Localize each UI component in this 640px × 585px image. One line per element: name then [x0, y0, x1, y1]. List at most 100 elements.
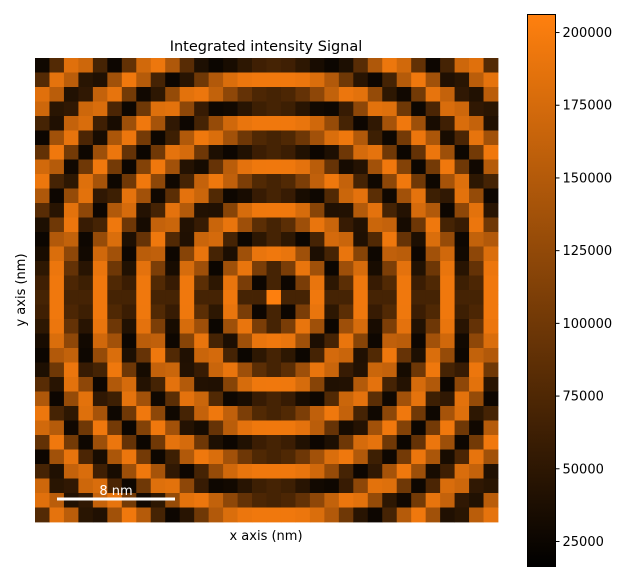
heatmap-cell — [425, 130, 441, 146]
heatmap-cell — [107, 275, 123, 291]
heatmap-cell — [295, 493, 311, 508]
heatmap-cell — [353, 319, 369, 334]
heatmap-cell — [425, 261, 441, 276]
heatmap-cell — [179, 478, 195, 494]
heatmap-cell — [252, 145, 267, 160]
heatmap-cell — [469, 72, 484, 88]
heatmap-cell — [165, 174, 181, 189]
heatmap-cell — [367, 319, 383, 334]
heatmap-cell — [194, 493, 210, 508]
heatmap-cell — [63, 406, 79, 421]
heatmap-cell — [150, 478, 166, 494]
heatmap-cell — [353, 348, 369, 363]
heatmap-cell — [208, 478, 224, 494]
heatmap-cell — [165, 333, 181, 349]
heatmap-cell — [309, 464, 325, 479]
heatmap-cell — [179, 87, 195, 102]
heatmap-cell — [411, 319, 427, 334]
heatmap-cell — [92, 435, 108, 450]
heatmap-cell — [469, 493, 484, 508]
heatmap-cell — [367, 101, 383, 117]
heatmap-cell — [78, 145, 94, 160]
heatmap-cell — [49, 362, 65, 378]
heatmap-cell — [338, 420, 354, 436]
heatmap-cell — [483, 145, 499, 160]
heatmap-cell — [49, 406, 65, 421]
heatmap-cell — [483, 391, 499, 407]
heatmap-cell — [165, 304, 181, 320]
heatmap-cell — [194, 449, 210, 465]
heatmap-cell — [208, 420, 224, 436]
heatmap-cell — [309, 130, 325, 146]
heatmap-cell — [237, 348, 253, 363]
heatmap-cell — [252, 449, 267, 465]
heatmap-cell — [208, 174, 224, 189]
heatmap-cell — [324, 420, 340, 436]
heatmap-cell — [353, 174, 369, 189]
heatmap-cell — [295, 275, 311, 291]
heatmap-cell — [194, 464, 210, 479]
heatmap-cell — [295, 362, 311, 378]
heatmap-cell — [411, 406, 427, 421]
heatmap-cell — [165, 261, 181, 276]
heatmap-cell — [396, 101, 412, 117]
heatmap-cell — [295, 116, 311, 131]
heatmap-cell — [266, 333, 282, 349]
heatmap-cell — [194, 362, 210, 378]
heatmap-cell — [353, 478, 369, 494]
heatmap-cell — [194, 87, 210, 102]
heatmap-cell — [49, 290, 65, 305]
heatmap-cell — [35, 145, 50, 160]
heatmap-cell — [165, 420, 181, 436]
heatmap-cell — [295, 159, 311, 175]
heatmap-cell — [309, 449, 325, 465]
heatmap-cell — [338, 145, 354, 160]
heatmap-cell — [382, 232, 398, 247]
heatmap-cell — [309, 507, 325, 523]
heatmap-cell — [469, 116, 484, 131]
heatmap-cell — [92, 449, 108, 465]
heatmap-cell — [396, 406, 412, 421]
heatmap-cell — [49, 348, 65, 363]
heatmap-cell — [396, 391, 412, 407]
heatmap-cell — [454, 348, 470, 363]
heatmap-cell — [367, 391, 383, 407]
heatmap-cell — [440, 232, 455, 247]
heatmap-cell — [425, 101, 441, 117]
heatmap-cell — [353, 333, 369, 349]
heatmap-cell — [165, 159, 181, 175]
heatmap-cell — [179, 435, 195, 450]
heatmap-cell — [309, 174, 325, 189]
heatmap-cell — [78, 406, 94, 421]
heatmap-cell — [35, 493, 50, 508]
heatmap-cell — [35, 246, 50, 262]
heatmap-cell — [280, 145, 296, 160]
heatmap-cell — [208, 246, 224, 262]
heatmap-cell — [237, 232, 253, 247]
heatmap-cell — [469, 217, 484, 233]
heatmap-cell — [194, 203, 210, 218]
heatmap-cell — [107, 246, 123, 262]
heatmap-cell — [223, 507, 238, 523]
heatmap-cell — [208, 261, 224, 276]
heatmap-cell — [121, 478, 137, 494]
heatmap-cell — [396, 304, 412, 320]
heatmap-cell — [353, 87, 369, 102]
heatmap-cell — [179, 319, 195, 334]
heatmap-cell — [107, 174, 123, 189]
heatmap-cell — [223, 72, 238, 88]
heatmap-cell — [483, 72, 499, 88]
heatmap-cell — [35, 319, 50, 334]
heatmap-cell — [252, 304, 267, 320]
heatmap-cell — [353, 420, 369, 436]
heatmap-cell — [107, 507, 123, 523]
heatmap-cell — [78, 174, 94, 189]
heatmap-cell — [425, 391, 441, 407]
heatmap-cell — [92, 377, 108, 392]
heatmap-cell — [179, 188, 195, 204]
heatmap-cell — [454, 362, 470, 378]
heatmap-cell — [194, 101, 210, 117]
heatmap-cell — [440, 464, 455, 479]
heatmap-cell — [280, 188, 296, 204]
heatmap-cell — [411, 304, 427, 320]
